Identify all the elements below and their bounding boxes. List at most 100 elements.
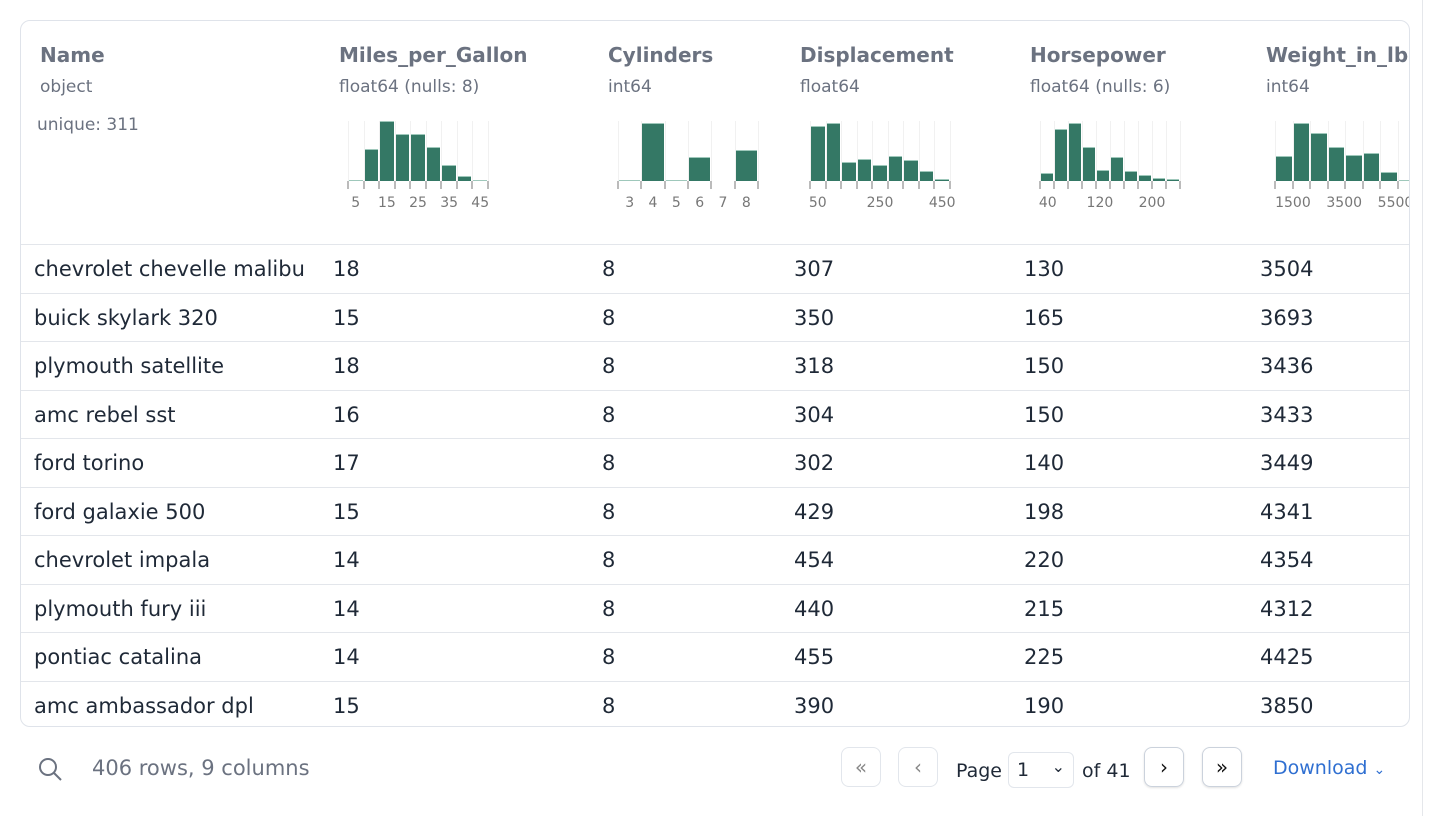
table-row[interactable]: amc ambassador dpl 15 8 390 190 3850 [21, 680, 1409, 727]
cell-weight_in_lbs: 4425 [1260, 645, 1314, 669]
axis-tick [886, 181, 889, 189]
histogram-gridline [425, 121, 427, 181]
page-select[interactable]: 1 ⌄ [1008, 752, 1074, 788]
histogram-gridline [441, 121, 443, 181]
last-page-button[interactable]: » [1202, 747, 1242, 787]
tick-label: 7 [718, 195, 728, 211]
axis-tick [409, 181, 412, 189]
prev-page-button[interactable]: ‹ [898, 747, 938, 787]
cell-horsepower: 215 [1024, 596, 1065, 621]
table-row[interactable]: ford torino 17 8 302 140 3449 [21, 438, 1409, 487]
histogram-bar [1363, 152, 1379, 181]
histogram-gridline [1138, 121, 1139, 181]
column-header-horsepower[interactable]: Horsepower [1030, 43, 1166, 67]
histogram-bar [457, 176, 472, 181]
axis-tick [378, 181, 381, 189]
histogram-horsepower: 40 120 200 [1039, 121, 1181, 211]
column-type: float64 [800, 77, 860, 97]
column-header-cylinders[interactable]: Cylinders [608, 43, 714, 67]
download-label: Download [1273, 757, 1368, 779]
first-page-button[interactable]: « [841, 747, 881, 787]
tick-label: 15 [377, 195, 396, 211]
axis-tick [1067, 181, 1069, 189]
cell-cylinders: 8 [602, 354, 616, 378]
cell-cylinders: 8 [602, 548, 616, 572]
cell-weight_in_lbs: 3449 [1260, 451, 1314, 475]
column-header-displacement[interactable]: Displacement [800, 43, 954, 67]
column-header-weight_in_lbs[interactable]: Weight_in_lbs [1266, 43, 1410, 67]
page-label: Page [956, 760, 1002, 782]
histogram-gridline [688, 121, 689, 181]
cell-displacement: 304 [794, 402, 835, 427]
histogram-gridline [1096, 121, 1097, 181]
cell-miles_per_gallon: 16 [333, 402, 360, 427]
next-page-button[interactable]: › [1144, 747, 1184, 787]
axis-tick [1344, 181, 1346, 189]
column-type: float64 (nulls: 8) [339, 77, 480, 97]
axis-tick [1379, 181, 1381, 189]
histogram-bar [689, 157, 711, 181]
axis-tick [855, 181, 858, 189]
histogram-gridline [872, 121, 874, 181]
cell-horsepower: 140 [1024, 451, 1065, 475]
cell-displacement: 307 [794, 257, 835, 281]
download-button[interactable]: Download ⌄ [1273, 757, 1385, 779]
histogram-gridline [1124, 121, 1125, 181]
histogram-bar [426, 146, 441, 181]
cell-name: amc rebel sst [34, 402, 176, 427]
axis-tick [347, 181, 349, 189]
table-row[interactable]: plymouth satellite 18 8 318 150 3436 [21, 341, 1409, 390]
column-header-miles_per_gallon[interactable]: Miles_per_Gallon [339, 43, 528, 67]
histogram-bar [935, 179, 949, 181]
cell-horsepower: 150 [1024, 354, 1065, 378]
cell-displacement: 390 [794, 693, 835, 718]
tick-label: 5500 [1377, 195, 1410, 211]
histogram-gridline [488, 121, 489, 181]
cell-miles_per_gallon: 15 [333, 499, 360, 524]
axis-tick [687, 181, 689, 189]
histogram-bar [411, 134, 425, 181]
axis-tick [824, 181, 827, 189]
table-row[interactable]: buick skylark 320 15 8 350 165 3693 [21, 292, 1409, 342]
page-value: 1 [1017, 759, 1030, 781]
histogram-bar [1346, 154, 1362, 181]
cell-cylinders: 8 [602, 645, 616, 669]
table-row[interactable]: chevrolet impala 14 8 454 220 4354 [21, 535, 1409, 584]
table-row[interactable]: amc rebel sst 16 8 304 150 3433 [21, 389, 1409, 439]
cell-horsepower: 165 [1024, 305, 1065, 330]
cell-displacement: 440 [794, 596, 835, 621]
table-row[interactable]: chevrolet chevelle malibu 18 8 307 130 3504 [21, 244, 1409, 293]
tick-label: 25 [409, 195, 427, 211]
column-type: int64 [608, 77, 652, 97]
histogram-gridline [1110, 121, 1111, 181]
cell-miles_per_gallon: 15 [333, 305, 360, 330]
histogram-gridline [410, 121, 412, 181]
axis-tick [949, 181, 951, 189]
histogram-bar [473, 179, 487, 181]
table-row[interactable]: ford galaxie 500 15 8 429 198 4341 [21, 486, 1409, 536]
histogram-bar [1139, 175, 1151, 181]
axis-tick [617, 181, 619, 189]
cell-weight_in_lbs: 4312 [1260, 596, 1314, 621]
histogram-gridline [348, 121, 349, 181]
table-row[interactable]: plymouth fury iii 14 8 440 215 4312 [21, 583, 1409, 633]
axis-tick [840, 181, 843, 189]
histogram-bar [919, 170, 934, 181]
search-icon[interactable] [36, 755, 64, 783]
histogram-bar [1381, 172, 1397, 181]
axis-tick [1151, 181, 1153, 189]
axis-tick [757, 181, 759, 189]
table-row[interactable]: pontiac catalina 14 8 455 225 4425 [21, 632, 1409, 681]
tick-label: 1500 [1275, 195, 1311, 211]
cell-name: amc ambassador dpl [34, 693, 254, 718]
axis-tick [455, 181, 458, 189]
histogram-gridline [918, 121, 920, 181]
column-header-name[interactable]: Name [40, 43, 105, 67]
histogram-gridline [1345, 121, 1346, 181]
cell-weight_in_lbs: 3693 [1260, 305, 1314, 330]
histogram-bar [380, 121, 394, 181]
axis-tick [1123, 181, 1125, 189]
histogram-bar [873, 164, 887, 181]
axis-tick [1095, 181, 1097, 189]
histogram-bar [349, 179, 363, 181]
